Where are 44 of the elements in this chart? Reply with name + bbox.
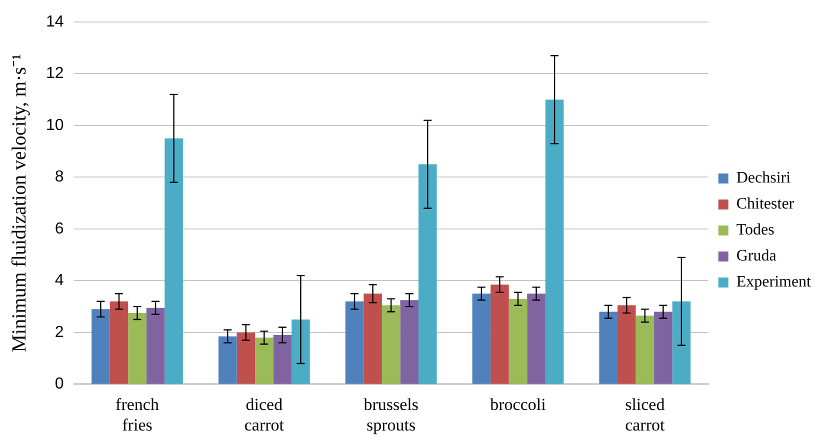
x-tick-label: brussels sprouts	[364, 394, 418, 434]
bar	[545, 100, 564, 384]
bar	[146, 308, 165, 384]
bar	[110, 301, 128, 384]
y-tick-label: 2	[54, 324, 64, 341]
bar	[236, 332, 256, 384]
legend-label: Chitester	[736, 196, 795, 213]
y-tick-label: 6	[54, 220, 64, 238]
x-tick-label: broccoli	[490, 394, 546, 414]
bar	[273, 335, 292, 384]
bar	[255, 338, 274, 384]
y-tick-label: 12	[46, 65, 64, 82]
bar	[418, 164, 437, 384]
bar	[490, 284, 509, 384]
bar	[382, 305, 400, 384]
bar	[218, 336, 237, 384]
legend-label: Dechsiri	[736, 170, 792, 187]
bar	[364, 294, 382, 384]
legend-label: Experiment	[736, 274, 812, 291]
bar	[128, 313, 146, 384]
bar	[164, 138, 183, 384]
bar	[636, 316, 654, 384]
y-axis-title: Minimum fluidization velocity, m·s⁻¹	[8, 54, 30, 352]
y-tick-label: 0	[54, 376, 64, 393]
x-tick-label: french fries	[116, 394, 160, 434]
legend-label: Gruda	[736, 248, 776, 265]
legend-label: Todes	[736, 222, 774, 239]
bar	[400, 300, 418, 384]
y-tick-label: 14	[46, 13, 64, 30]
bar	[292, 320, 310, 384]
y-tick-label: 4	[54, 272, 64, 290]
y-tick-label: 10	[46, 116, 64, 134]
bar	[654, 312, 672, 384]
y-tick-label: 8	[54, 168, 64, 186]
x-tick-label: diced carrot	[244, 394, 284, 434]
bar	[345, 301, 364, 384]
bar	[527, 294, 546, 384]
bar	[672, 301, 691, 384]
bar	[617, 305, 636, 384]
x-tick-label: sliced carrot	[625, 394, 666, 434]
bar	[472, 294, 491, 384]
bar	[599, 312, 618, 384]
bar	[508, 298, 528, 384]
bar	[92, 309, 110, 384]
